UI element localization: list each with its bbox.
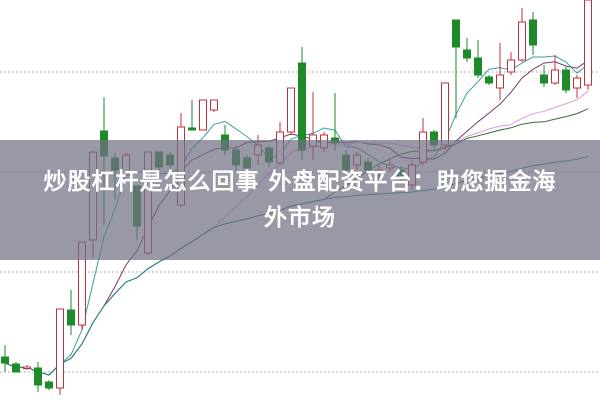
title-line-2: 外市场 (264, 205, 336, 231)
candle-up (210, 99, 218, 111)
candle-up (584, 0, 592, 86)
candle-down (540, 74, 548, 84)
candle-down (485, 76, 493, 84)
candle-down (529, 19, 537, 46)
candle-up (23, 366, 31, 369)
title-line-1: 炒股杠杆是怎么回事 外盘配资平台：助您掘金海 (43, 169, 557, 195)
candle-up (573, 77, 581, 89)
candle-up (507, 59, 515, 73)
candle-down (562, 69, 570, 91)
candle-down (463, 49, 471, 59)
title-banner: 炒股杠杆是怎么回事 外盘配资平台：助您掘金海 外市场 (0, 140, 600, 260)
candle-down (12, 363, 20, 373)
candle-down (188, 127, 196, 131)
candle-down (34, 367, 42, 386)
candle-down (452, 19, 460, 48)
candle-down (474, 57, 482, 76)
candle-up (287, 87, 295, 133)
candle-down (45, 381, 53, 389)
candle-up (199, 99, 207, 131)
candle-up (441, 82, 449, 146)
candle-down (298, 62, 306, 151)
candle-up (518, 21, 526, 61)
candle-down (1, 356, 9, 364)
candle-down (67, 309, 75, 326)
candle-up (551, 69, 559, 84)
candle-up (496, 74, 504, 89)
candle-up (56, 308, 64, 389)
